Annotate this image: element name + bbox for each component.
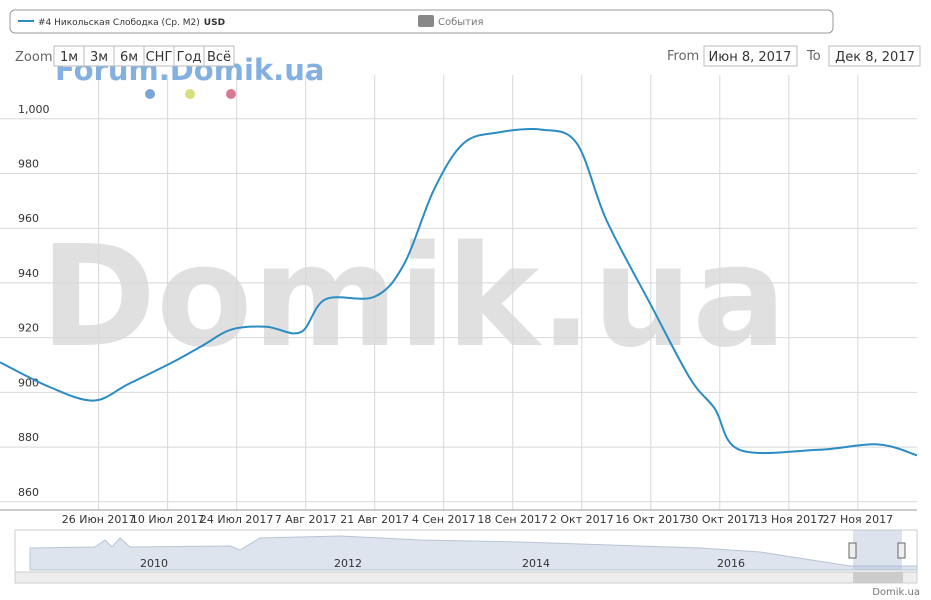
dot (185, 89, 195, 99)
legend-label[interactable]: #4 Никольская Слободка (Ср. М2) (38, 18, 200, 28)
from-value[interactable]: Июн 8, 2017 (709, 50, 792, 65)
from-input[interactable] (703, 45, 798, 67)
navigator-selection[interactable] (853, 530, 902, 570)
x-tick-label: 24 Июл 2017 (200, 513, 274, 526)
line-series (0, 128, 918, 457)
y-tick-label: 880 (18, 431, 39, 444)
navigator-handle[interactable] (848, 542, 857, 559)
x-tick-label: 4 Сен 2017 (412, 513, 476, 526)
navigator-years: 2010 2012 2014 2016 (140, 557, 745, 570)
zoom-button[interactable] (203, 45, 235, 67)
y-tick-label: 960 (18, 212, 39, 225)
from-label: From (667, 49, 699, 64)
navigator-year: 2014 (522, 557, 550, 570)
x-tick-label: 30 Окт 2017 (684, 513, 755, 526)
x-tick-label: 7 Авг 2017 (275, 513, 337, 526)
navigator-year: 2010 (140, 557, 168, 570)
y-tick-label: 940 (18, 267, 39, 280)
y-tick-label: 900 (18, 376, 39, 389)
x-tick-label: 26 Июн 2017 (62, 513, 136, 526)
events-label[interactable]: События (438, 17, 484, 28)
scrollbar-thumb[interactable] (853, 572, 903, 583)
x-tick-label: 13 Ноя 2017 (754, 513, 825, 526)
to-input[interactable] (828, 45, 921, 67)
zoom-button-label[interactable]: 3м (90, 50, 108, 65)
to-label: To (806, 49, 821, 64)
navigator-year: 2016 (717, 557, 745, 570)
navigator-handle[interactable] (897, 542, 906, 559)
y-tick-label: 920 (18, 322, 39, 335)
dot (145, 89, 155, 99)
dot (226, 89, 236, 99)
to-value[interactable]: Дек 8, 2017 (835, 50, 915, 65)
navigator-series (29, 535, 918, 571)
x-tick-label: 16 Окт 2017 (615, 513, 686, 526)
zoom-buttons: 1м 3м 6м СНГ Год Всё (53, 45, 235, 67)
x-tick-label: 18 Сен 2017 (477, 513, 548, 526)
credit[interactable]: Domik.ua (872, 587, 920, 598)
zoom-button-label[interactable]: Год (177, 50, 202, 65)
x-tick-label: 27 Ноя 2017 (823, 513, 894, 526)
zoom-button-label[interactable]: 6м (120, 50, 138, 65)
zoom-button-label[interactable]: СНГ (146, 50, 173, 65)
zoom-button-label[interactable]: 1м (60, 50, 78, 65)
y-tick-label: 1,000 (18, 103, 50, 116)
events-swatch (418, 15, 434, 27)
y-tick-label: 980 (18, 157, 39, 170)
y-tick-label: 860 (18, 486, 39, 499)
plot-area: 860 880 900 920 940 960 980 1,000 26 Июн 201710 … (0, 75, 918, 526)
scrollbar[interactable] (14, 571, 918, 584)
x-tick-label: 2 Окт 2017 (550, 513, 614, 526)
zoom-button-label[interactable]: Всё (207, 50, 231, 65)
x-tick-label: 10 Июл 2017 (131, 513, 205, 526)
zoom-label: Zoom (15, 50, 52, 65)
navigator-year: 2012 (334, 557, 362, 570)
legend-unit: USD (204, 18, 225, 28)
x-tick-label: 21 Авг 2017 (340, 513, 409, 526)
